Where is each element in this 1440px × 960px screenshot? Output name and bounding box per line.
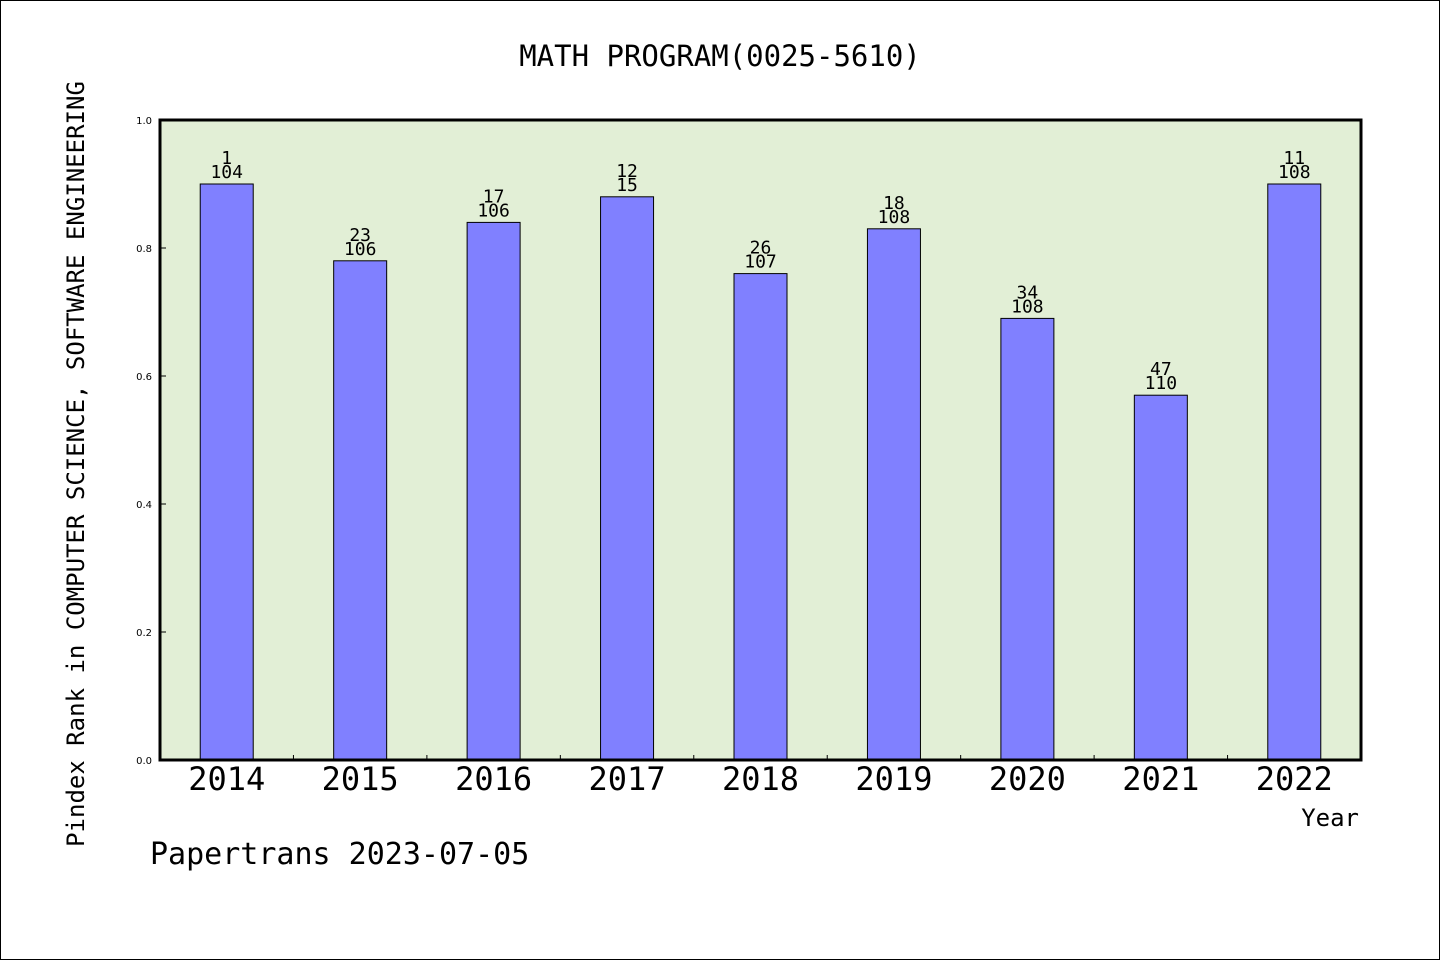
x-tick-label-2020: 2020 <box>989 760 1066 798</box>
bar-rank-label-2018: 26 <box>750 238 772 259</box>
bars-group <box>199 183 1322 761</box>
y-tick-label: 0.8 <box>136 244 152 255</box>
x-tick-label-2019: 2019 <box>855 760 932 798</box>
bar-2018 <box>733 273 788 761</box>
bar-2020 <box>1000 317 1055 761</box>
bar-2017 <box>600 196 655 761</box>
y-tick-label: 0.2 <box>136 628 152 639</box>
bar-total-label-2021: 110 <box>1145 373 1178 394</box>
bar-rank-label-2019: 18 <box>883 193 905 214</box>
x-tick-label-2022: 2022 <box>1256 760 1333 798</box>
bar-total-label-2016: 106 <box>477 200 510 221</box>
x-axis-label: Year <box>1301 804 1359 832</box>
bar-total-label-2017: 15 <box>616 175 638 196</box>
bar-2016 <box>466 221 521 761</box>
plot-border <box>158 118 1363 762</box>
y-axis: 0.0 0.2 0.4 0.6 0.8 1.0 <box>136 116 166 767</box>
x-tick-label-2016: 2016 <box>455 760 532 798</box>
x-tick-label-2018: 2018 <box>722 760 799 798</box>
bar-rank-label-2020: 34 <box>1017 282 1039 303</box>
bar-rank-label-2016: 17 <box>483 186 505 207</box>
x-tick-label-2015: 2015 <box>322 760 399 798</box>
bar-total-label-2018: 107 <box>744 252 777 273</box>
bar-total-label-2015: 106 <box>344 239 377 260</box>
bar-rank-label-2022: 11 <box>1283 148 1305 169</box>
x-axis: 2014 2015 2016 2017 2018 2019 2020 2021 2022 <box>188 755 1333 798</box>
bar-2015 <box>333 260 388 761</box>
x-tick-label-2017: 2017 <box>589 760 666 798</box>
bar-labels-group: 1104231061710612152610718108341084711011… <box>210 148 1310 394</box>
footer-credit: Papertrans 2023-07-05 <box>150 837 529 872</box>
bar-total-label-2019: 108 <box>878 207 911 228</box>
chart-title: MATH PROGRAM(0025-5610) <box>519 39 921 73</box>
bar-rank-label-2014: 1 <box>221 148 232 169</box>
y-tick-label: 0.6 <box>136 372 152 383</box>
bar-rank-label-2017: 12 <box>616 161 638 182</box>
bar-total-label-2022: 108 <box>1278 162 1311 183</box>
bar-2022 <box>1267 183 1322 761</box>
bar-2019 <box>866 228 921 761</box>
bar-2021 <box>1133 394 1188 761</box>
bar-rank-label-2015: 23 <box>349 225 371 246</box>
bar-total-label-2014: 104 <box>210 162 243 183</box>
x-tick-label-2021: 2021 <box>1122 760 1199 798</box>
y-tick-label: 0.0 <box>136 756 152 767</box>
y-tick-label: 1.0 <box>136 116 152 127</box>
bar-total-label-2020: 108 <box>1011 296 1044 317</box>
y-tick-label: 0.4 <box>136 500 152 511</box>
bar-rank-label-2021: 47 <box>1150 359 1172 380</box>
bar-2014 <box>199 183 254 761</box>
y-axis-label: Pindex Rank in COMPUTER SCIENCE, SOFTWAR… <box>62 81 90 847</box>
x-tick-label-2014: 2014 <box>188 760 265 798</box>
